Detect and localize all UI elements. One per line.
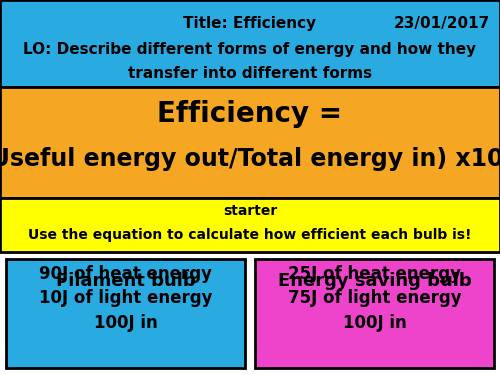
Bar xyxy=(0,0,500,87)
Text: 100J in: 100J in xyxy=(94,314,158,332)
Text: starter: starter xyxy=(223,204,277,219)
Text: transfer into different forms: transfer into different forms xyxy=(128,66,372,81)
Text: 90J of heat energy: 90J of heat energy xyxy=(39,266,212,284)
Text: LO: Describe different forms of energy and how they: LO: Describe different forms of energy a… xyxy=(24,42,476,57)
Text: 75J of light energy: 75J of light energy xyxy=(288,290,462,308)
Bar xyxy=(0,198,500,252)
Bar xyxy=(0,87,500,198)
Text: Use the equation to calculate how efficient each bulb is!: Use the equation to calculate how effici… xyxy=(28,228,472,242)
Text: Energy saving bulb: Energy saving bulb xyxy=(278,272,471,290)
Text: 25J of heat energy: 25J of heat energy xyxy=(288,266,461,284)
Text: (Useful energy out/Total energy in) x100: (Useful energy out/Total energy in) x100 xyxy=(0,147,500,171)
Bar xyxy=(255,259,494,368)
Bar xyxy=(6,259,245,368)
Text: 10J of light energy: 10J of light energy xyxy=(39,290,212,308)
Text: Filament bulb: Filament bulb xyxy=(56,272,196,290)
Text: 100J in: 100J in xyxy=(342,314,406,332)
Text: Title: Efficiency: Title: Efficiency xyxy=(184,16,316,31)
Text: 23/01/2017: 23/01/2017 xyxy=(394,16,490,31)
Text: Efficiency =: Efficiency = xyxy=(158,100,342,128)
